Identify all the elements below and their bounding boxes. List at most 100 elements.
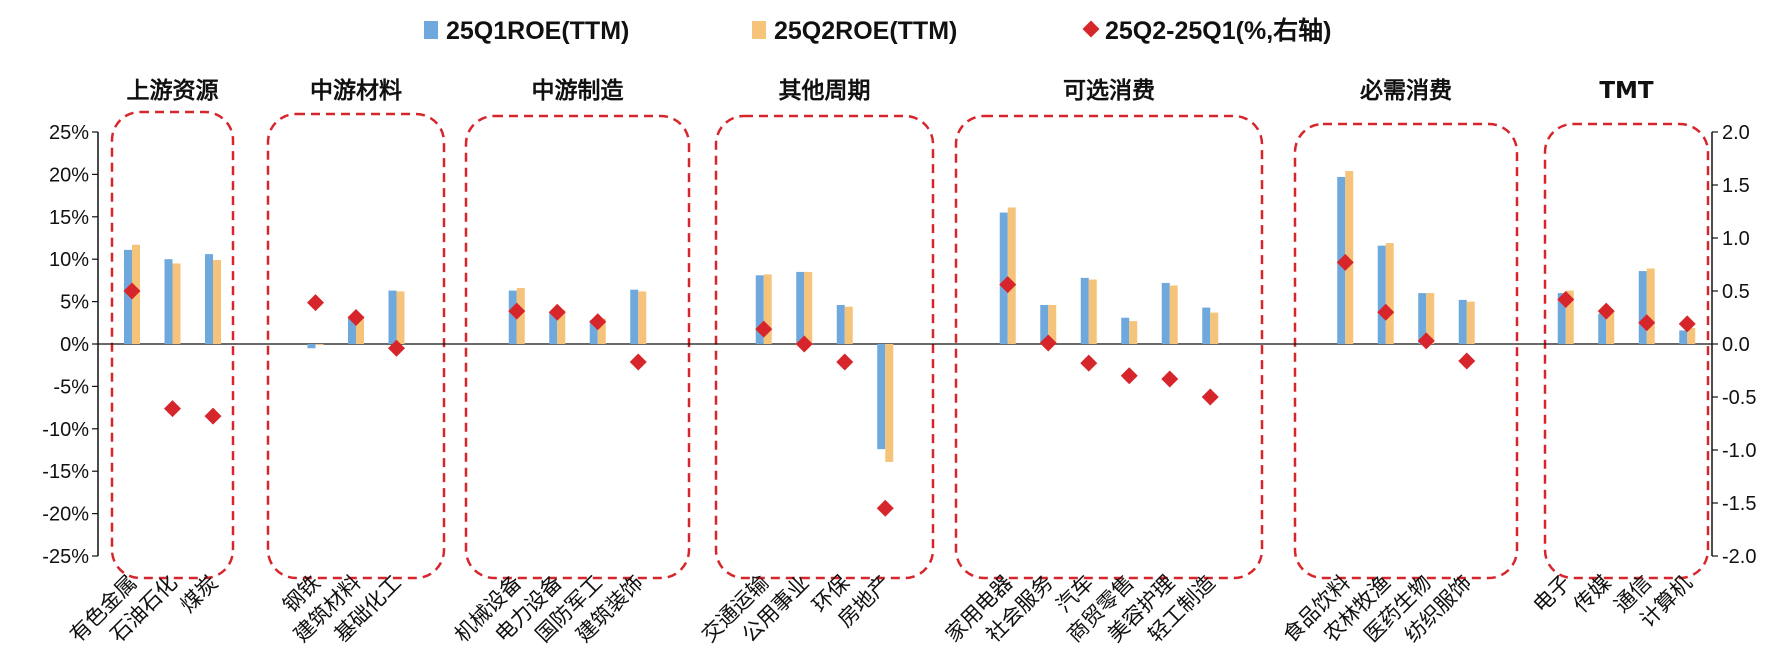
group-box-7 (1543, 122, 1710, 580)
right-tick-label: 1.5 (1722, 175, 1750, 197)
diff-marker-基础化工 (388, 339, 405, 357)
left-tick-label: -25% (42, 546, 89, 568)
right-tick-label: -1.5 (1722, 493, 1756, 515)
group-boxes: 上游资源 中游材料 中游制造 其他周期 可选消费 必需消费 TMT (110, 77, 1710, 580)
bar-q1-传媒 (1598, 313, 1607, 344)
axes: 25% 20% 15% 10% 5% 0% -5% -10% -15% -20% -25% 2.0 1.… (42, 122, 1756, 568)
right-tick-label: -2.0 (1722, 546, 1756, 568)
diff-marker-煤炭 (204, 407, 222, 425)
bar-q1-家用电器 (999, 212, 1008, 344)
bar-q1-电力设备 (549, 312, 558, 344)
diff-marker-公用事业 (795, 335, 813, 353)
legend-label-3: 25Q2-25Q1(%,右轴) (1105, 16, 1331, 45)
bar-q1-农林牧渔 (1377, 245, 1386, 344)
diff-marker-农林牧渔 (1377, 303, 1395, 321)
right-tick-label: 0.0 (1722, 334, 1750, 356)
left-tick-label: -10% (42, 419, 89, 441)
diff-marker-电子 (1557, 290, 1575, 308)
bar-q1-电子 (1557, 293, 1566, 344)
diff-marker-有色金属 (123, 282, 141, 300)
bar-q1-社会服务 (1040, 304, 1049, 344)
right-tick-label: 2.0 (1722, 122, 1750, 144)
bar-q2-钢铁 (315, 344, 324, 345)
bar-q1-国防军工 (589, 320, 598, 344)
group-title-2: 中游材料 (310, 77, 402, 104)
bar-q2-食品饮料 (1345, 171, 1354, 344)
bar-q2-煤炭 (213, 260, 221, 344)
right-tick-label: -1.0 (1722, 440, 1756, 462)
diff-markers (123, 253, 1696, 517)
left-tick-label: -15% (42, 461, 89, 483)
bar-q2-房地产 (885, 344, 894, 462)
group-title-1: 上游资源 (127, 77, 219, 104)
bar-q2-电力设备 (557, 310, 566, 344)
bar-q1-有色金属 (124, 249, 132, 344)
bar-q1-汽车 (1080, 277, 1089, 344)
left-tick-label: 10% (49, 249, 89, 271)
diff-marker-计算机 (1678, 315, 1696, 333)
diff-marker-国防军工 (589, 313, 607, 331)
diff-marker-通信 (1638, 314, 1656, 332)
bar-q1-通信 (1638, 271, 1647, 344)
diff-marker-机械设备 (508, 302, 526, 320)
legend-diamond-icon (1082, 20, 1100, 38)
left-tick-label: 0% (60, 334, 89, 356)
bar-q2-公用事业 (804, 271, 813, 344)
bar-q2-家用电器 (1007, 207, 1016, 344)
group-box-3 (464, 114, 691, 580)
left-tick-label: 5% (60, 292, 89, 314)
left-tick-label: 25% (49, 122, 89, 144)
bar-q1-交通运输 (755, 275, 764, 344)
category-label-煤炭: 煤炭 (176, 571, 223, 618)
group-title-7: TMT (1599, 78, 1654, 104)
group-title-5: 可选消费 (1063, 78, 1155, 104)
bar-q1-纺织服饰 (1458, 299, 1467, 344)
diff-marker-建筑装饰 (629, 353, 647, 371)
bar-q1-商贸零售 (1121, 317, 1130, 344)
diff-marker-建筑材料 (347, 309, 365, 326)
diff-marker-家用电器 (999, 276, 1017, 294)
bar-q2-农林牧渔 (1385, 243, 1394, 344)
left-tick-label: 15% (49, 207, 89, 229)
bar-q2-社会服务 (1048, 304, 1057, 344)
left-tick-label: -20% (42, 504, 89, 526)
legend-swatch-1 (424, 21, 438, 39)
bar-q1-轻工制造 (1202, 307, 1211, 344)
bar-q2-基础化工 (396, 291, 405, 344)
bar-q2-计算机 (1687, 327, 1696, 344)
group-box-1 (110, 110, 235, 580)
legend-swatch-2 (752, 21, 766, 39)
diff-marker-商贸零售 (1120, 367, 1138, 385)
right-tick-label: 1.0 (1722, 228, 1750, 250)
bar-q2-商贸零售 (1129, 321, 1138, 344)
bar-q2-建筑材料 (356, 316, 364, 344)
diff-marker-房地产 (876, 499, 894, 517)
diff-marker-环保 (836, 353, 854, 371)
diff-marker-美容护理 (1161, 370, 1179, 388)
bar-q2-国防军工 (597, 318, 606, 344)
legend-label-2: 25Q2ROE(TTM) (774, 17, 957, 45)
bar-q2-轻工制造 (1210, 312, 1219, 344)
bar-q2-通信 (1646, 268, 1655, 344)
group-title-6: 必需消费 (1360, 77, 1452, 104)
right-tick-label: 0.5 (1722, 281, 1750, 303)
legend-label-1: 25Q1ROE(TTM) (446, 17, 629, 45)
diff-marker-石油石化 (164, 400, 181, 418)
bar-q2-美容护理 (1169, 285, 1178, 344)
bar-q1-美容护理 (1161, 282, 1170, 344)
bar-q1-建筑材料 (348, 318, 356, 344)
bar-q2-建筑装饰 (638, 291, 647, 344)
bar-q2-石油石化 (172, 263, 181, 344)
diff-marker-医药生物 (1417, 332, 1435, 350)
group-box-6 (1293, 122, 1519, 580)
bar-q2-医药生物 (1426, 293, 1435, 344)
bar-q1-煤炭 (205, 254, 213, 344)
legend: 25Q1ROE(TTM) 25Q2ROE(TTM) 25Q2-25Q1(%,右轴) (424, 16, 1331, 45)
bar-q2-电子 (1565, 290, 1574, 344)
bar-q1-公用事业 (796, 271, 805, 344)
bar-q1-医药生物 (1418, 293, 1427, 344)
bar-q2-机械设备 (516, 288, 525, 344)
left-tick-label: 20% (49, 164, 89, 186)
